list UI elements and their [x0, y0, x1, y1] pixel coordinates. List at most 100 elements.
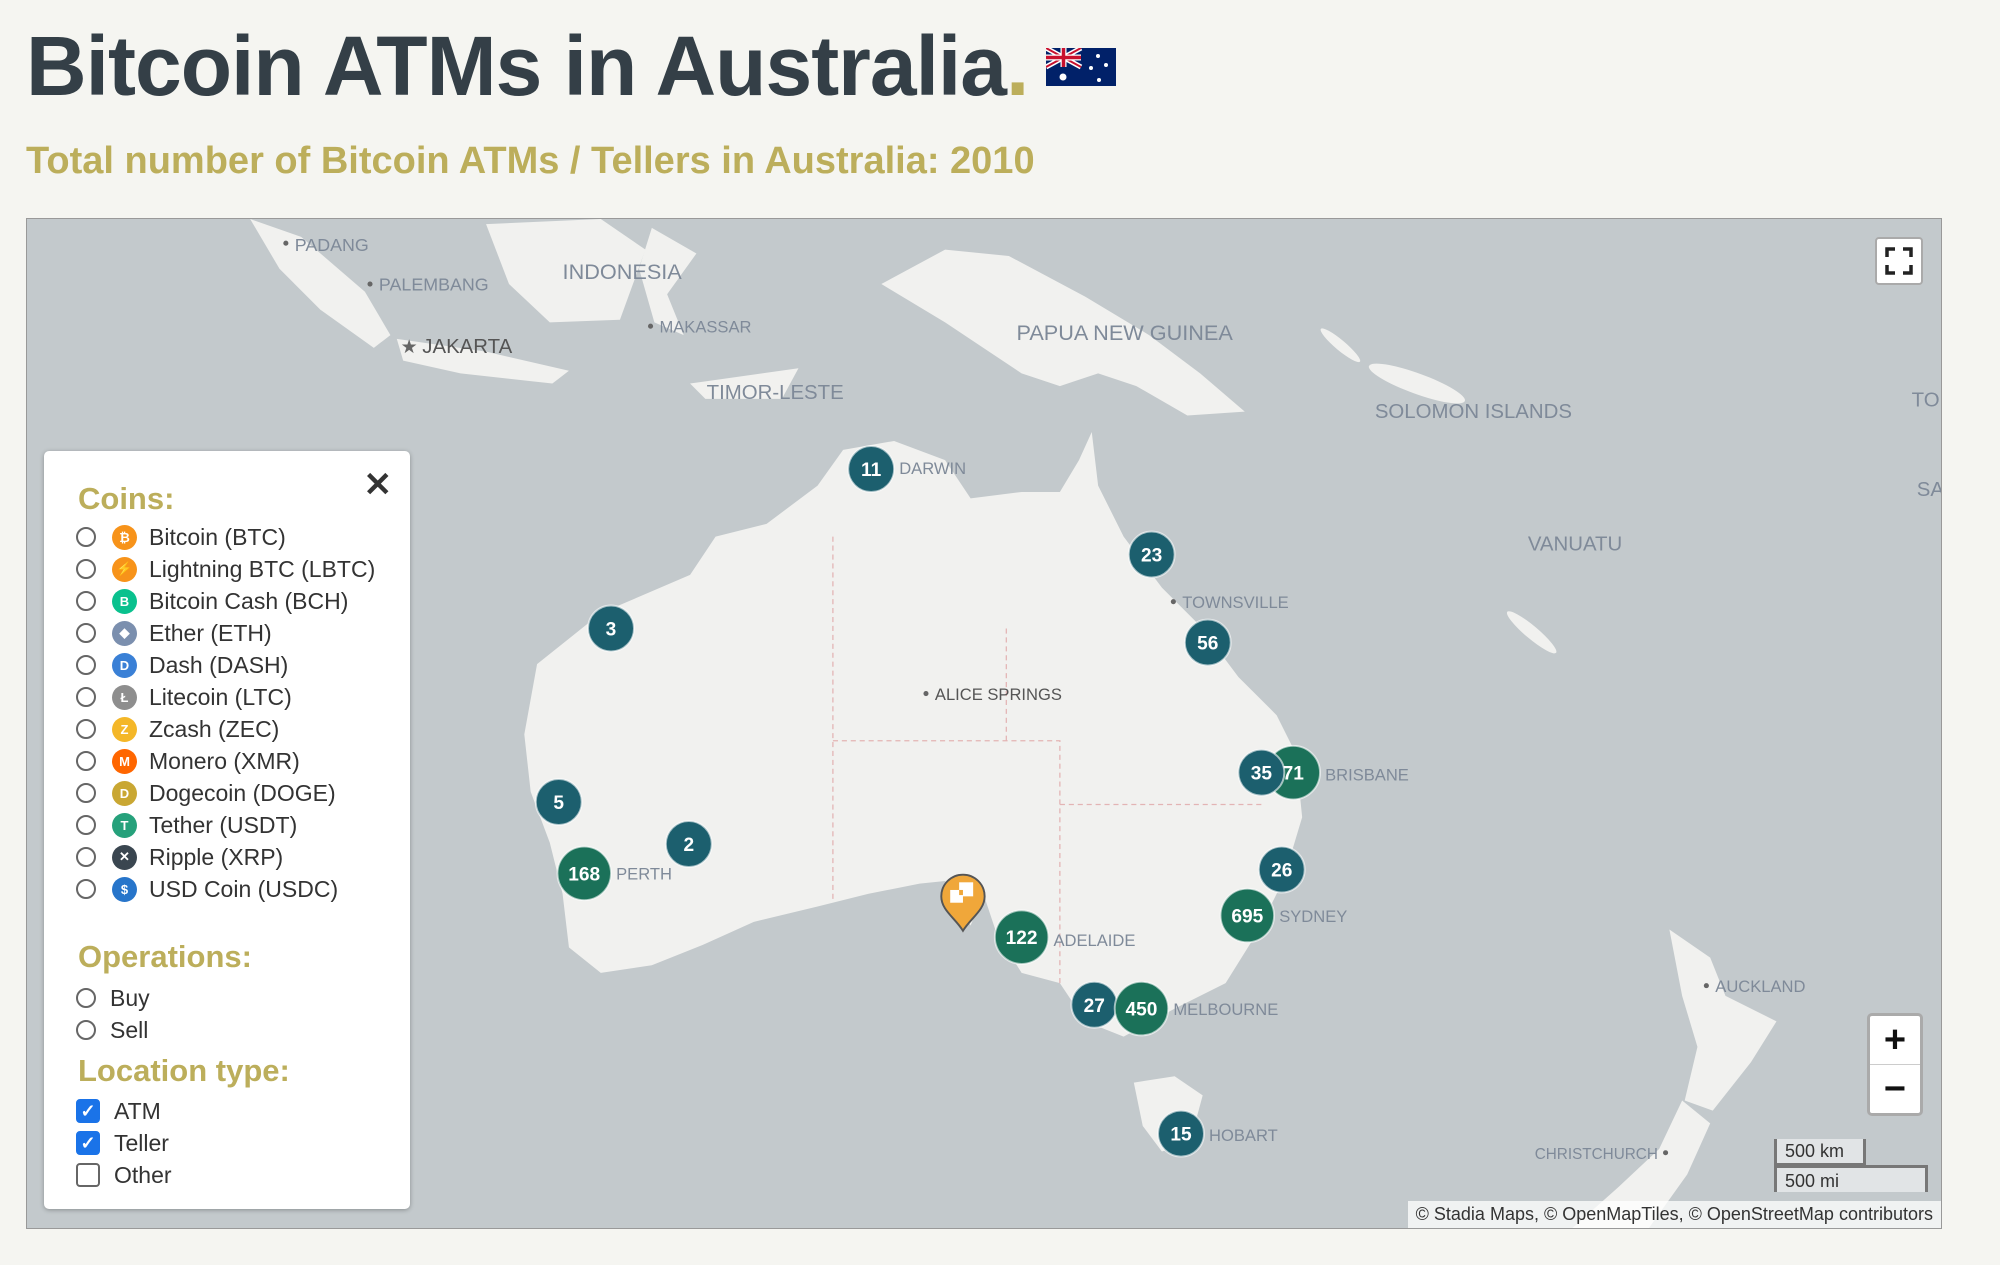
- operation-buy[interactable]: Buy: [76, 982, 150, 1014]
- radio-button[interactable]: [76, 623, 96, 643]
- landmasses: [250, 219, 1777, 1228]
- filter-panel: ✕ Coins: ₿ Bitcoin (BTC) ⚡ Lightning BTC (L…: [44, 451, 410, 1209]
- cluster-marker[interactable]: 2: [664, 820, 713, 868]
- radio-button[interactable]: [76, 751, 96, 771]
- place-label: INDONESIA: [563, 259, 683, 284]
- cluster-count: 11: [861, 460, 882, 481]
- cluster-count: 3: [606, 619, 617, 640]
- dash-icon: D: [112, 652, 137, 678]
- radio-button[interactable]: [76, 988, 96, 1008]
- litecoin-icon: Ł: [112, 684, 137, 710]
- land-timor: [690, 368, 799, 399]
- zoom-in-button[interactable]: +: [1883, 1019, 1907, 1061]
- coin-label: Litecoin (LTC): [149, 683, 292, 710]
- cluster-circle[interactable]: [1127, 530, 1176, 579]
- place-label: PAPUA NEW GUINEA: [1017, 320, 1234, 345]
- coin-option[interactable]: ✕ Ripple (XRP): [76, 841, 283, 873]
- atm-location-pin-icon[interactable]: [940, 873, 986, 933]
- svg-text:★: ★: [401, 337, 418, 358]
- land-new-guinea: [881, 249, 1245, 416]
- location-other[interactable]: Other: [76, 1159, 172, 1191]
- radio-button[interactable]: [76, 591, 96, 611]
- cluster-marker[interactable]: 11: [847, 445, 896, 493]
- checkbox-checked[interactable]: ✓: [76, 1131, 100, 1155]
- coin-option[interactable]: B Bitcoin Cash (BCH): [76, 585, 348, 617]
- coin-option[interactable]: ◆ Ether (ETH): [76, 617, 272, 649]
- location-label: Other: [114, 1161, 172, 1188]
- cluster-marker[interactable]: 23: [1127, 530, 1176, 579]
- page-title: Bitcoin ATMs in Australia.: [26, 18, 1117, 115]
- cluster-count: 35: [1251, 764, 1273, 785]
- radio-button[interactable]: [76, 559, 96, 579]
- cluster-marker[interactable]: 168: [556, 845, 612, 902]
- place-label: ALICE SPRINGS: [935, 685, 1062, 704]
- land-nz-south: [1572, 1100, 1711, 1228]
- location-atm[interactable]: ✓ ATM: [76, 1095, 161, 1127]
- radio-button[interactable]: [76, 1020, 96, 1040]
- cluster-marker[interactable]: 26: [1257, 845, 1306, 894]
- place-label: VANUATU: [1528, 534, 1622, 556]
- cluster-marker[interactable]: 122: [993, 909, 1050, 965]
- cluster-circle[interactable]: [847, 445, 896, 493]
- cluster-circle[interactable]: [1237, 748, 1286, 797]
- location-teller[interactable]: ✓ Teller: [76, 1127, 169, 1159]
- place-label: JAKARTA: [422, 336, 512, 358]
- radio-button[interactable]: [76, 783, 96, 803]
- radio-button[interactable]: [76, 687, 96, 707]
- operation-sell[interactable]: Sell: [76, 1014, 148, 1046]
- cluster-marker[interactable]: 3: [587, 604, 635, 653]
- cluster-marker[interactable]: 56: [1183, 618, 1232, 667]
- usd-coin-icon: $: [112, 876, 137, 902]
- checkbox-unchecked[interactable]: [76, 1163, 100, 1187]
- total-count-subtitle: Total number of Bitcoin ATMs / Tellers i…: [26, 140, 1035, 182]
- cluster-marker[interactable]: 695: [1219, 887, 1276, 944]
- cluster-marker[interactable]: 450: [1113, 980, 1170, 1037]
- coin-option[interactable]: ₿ Bitcoin (BTC): [76, 521, 286, 553]
- coin-option[interactable]: D Dash (DASH): [76, 649, 288, 681]
- zoom-out-button[interactable]: −: [1870, 1064, 1920, 1113]
- cluster-circle[interactable]: [1157, 1109, 1205, 1158]
- map-canvas[interactable]: PADANG PALEMBANG INDONESIA JAKARTA MAKAS…: [27, 219, 1941, 1228]
- cluster-circle[interactable]: [1219, 887, 1276, 944]
- cluster-circle[interactable]: [534, 778, 583, 826]
- cluster-circle[interactable]: [1183, 618, 1232, 667]
- radio-button[interactable]: [76, 847, 96, 867]
- fullscreen-icon: [1885, 247, 1913, 275]
- coin-option[interactable]: M Monero (XMR): [76, 745, 300, 777]
- coin-label: Lightning BTC (LBTC): [149, 555, 376, 582]
- cluster-marker[interactable]: 5: [534, 778, 583, 826]
- map-view[interactable]: PADANG PALEMBANG INDONESIA JAKARTA MAKAS…: [26, 218, 1942, 1229]
- coin-option[interactable]: Z Zcash (ZEC): [76, 713, 279, 745]
- cluster-count: 695: [1231, 906, 1263, 927]
- title-dot: .: [1005, 19, 1029, 113]
- coin-option[interactable]: D Dogecoin (DOGE): [76, 777, 336, 809]
- place-label: PADANG: [295, 235, 369, 255]
- operations-heading: Operations:: [78, 939, 252, 974]
- checkbox-checked[interactable]: ✓: [76, 1099, 100, 1123]
- place-label: SYDNEY: [1279, 907, 1347, 926]
- coin-option[interactable]: $ USD Coin (USDC): [76, 873, 338, 905]
- radio-button[interactable]: [76, 655, 96, 675]
- radio-button[interactable]: [76, 719, 96, 739]
- coin-option[interactable]: Ł Litecoin (LTC): [76, 681, 292, 713]
- cluster-marker[interactable]: 35: [1237, 748, 1286, 797]
- cluster-circle[interactable]: [1113, 980, 1170, 1037]
- cluster-circle[interactable]: [556, 845, 612, 902]
- cluster-circle[interactable]: [664, 820, 713, 868]
- radio-button[interactable]: [76, 815, 96, 835]
- coin-label: USD Coin (USDC): [149, 875, 339, 902]
- fullscreen-button[interactable]: [1875, 237, 1923, 285]
- cluster-marker[interactable]: 15: [1157, 1109, 1205, 1158]
- close-panel-button[interactable]: ✕: [363, 466, 393, 504]
- cluster-marker[interactable]: 27: [1070, 980, 1119, 1029]
- radio-button[interactable]: [76, 879, 96, 899]
- coin-option[interactable]: ⚡ Lightning BTC (LBTC): [76, 553, 375, 585]
- cluster-count: 27: [1084, 996, 1105, 1017]
- radio-button[interactable]: [76, 527, 96, 547]
- cluster-circle[interactable]: [1257, 845, 1306, 894]
- place-label: TOWNSVILLE: [1182, 593, 1288, 612]
- coin-label: Monero (XMR): [149, 747, 300, 774]
- coin-option[interactable]: T Tether (USDT): [76, 809, 297, 841]
- cluster-circle[interactable]: [993, 909, 1050, 965]
- cluster-circle[interactable]: [587, 604, 635, 653]
